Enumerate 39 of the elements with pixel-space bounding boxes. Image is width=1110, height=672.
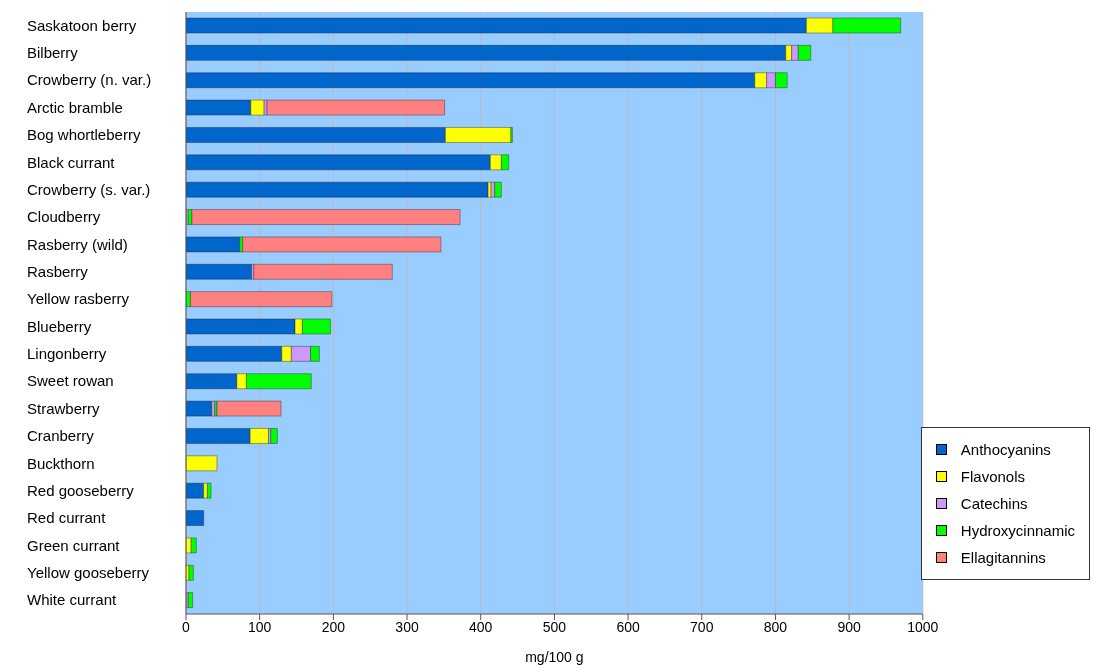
y-tick-label: Blueberry [27,317,92,335]
y-tick-label: Black currant [27,153,116,171]
y-tick-label: Saskatoon berry [27,16,137,34]
y-tick-label: Red gooseberry [27,481,135,499]
legend-label: Catechins [960,495,1028,512]
x-tick-label: 100 [248,618,272,635]
y-tick-label: Strawberry [27,399,101,417]
y-tick-label: Sweet rowan [27,372,114,390]
legend-label: Hydroxycinnamic [960,522,1075,539]
x-tick-label: 1000 [907,618,939,635]
x-tick-label: 500 [542,618,567,635]
x-tick-label: 400 [469,618,493,635]
x-tick-label: 800 [763,618,788,635]
x-tick-label: 0 [182,618,191,635]
legend-label: Ellagitannins [960,549,1046,566]
y-tick-label: White currant [27,591,118,609]
y-tick-label: Lingonberry [27,345,107,363]
y-tick-label: Cranberry [27,427,95,445]
x-axis-title: mg/100 g [525,649,584,665]
y-tick-label: Green currant [27,536,121,554]
y-tick-label: Rasberry [27,262,89,280]
y-tick-label: Bog whortleberry [27,126,141,144]
y-tick-label: Arctic bramble [27,98,123,116]
x-tick-label: 600 [616,618,640,635]
y-tick-label: Cloudberry [27,208,101,226]
legend-label: Flavonols [960,468,1025,485]
y-tick-label: Crowberry (s. var.) [27,180,151,198]
y-tick-label: Yellow gooseberry [27,563,150,581]
x-tick-label: 700 [690,618,714,635]
y-tick-label: Rasberry (wild) [27,235,128,253]
y-tick-label: Buckthorn [27,454,95,472]
y-tick-label: Red currant [27,509,107,527]
x-tick-label: 300 [395,618,419,635]
y-tick-label: Crowberry (n. var.) [27,71,152,89]
y-tick-label: Bilberry [27,44,79,62]
legend-label: Anthocyanins [960,441,1051,458]
x-tick-label: 900 [837,618,862,635]
x-tick-label: 200 [321,618,346,635]
y-tick-label: Yellow rasberry [27,290,130,308]
